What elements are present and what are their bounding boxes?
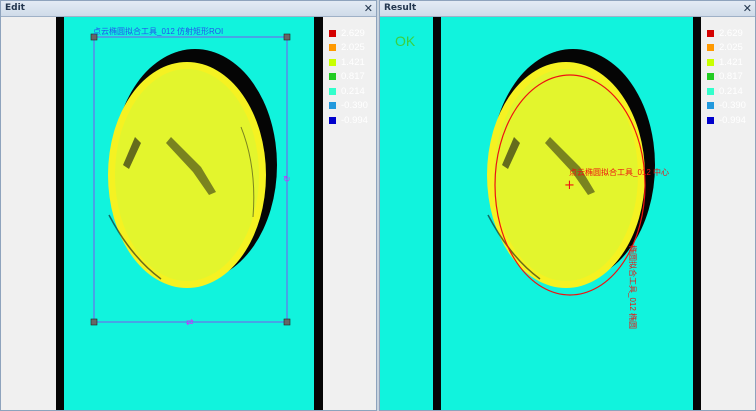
legend-entry: 0.817 (707, 70, 746, 85)
surface-scratch (545, 137, 595, 195)
legend-entry: -0.994 (329, 113, 368, 128)
legend-swatch (329, 73, 336, 81)
result-panel: Result ✕ + OK 点云椭圆拟合工具_012 中心 椭圆拟合工具_012… (379, 0, 756, 411)
legend-value: -0.390 (719, 100, 746, 112)
result-title: Result (384, 3, 417, 13)
legend-value: -0.994 (719, 114, 746, 126)
legend-swatch (329, 102, 336, 110)
legend-swatch (707, 29, 714, 37)
roi-move-icon[interactable]: ⇄ (186, 318, 194, 328)
center-marker-icon: + (564, 178, 575, 193)
status-ok: OK (395, 33, 416, 49)
legend-value: 1.421 (341, 56, 365, 68)
legend-value: -0.994 (341, 114, 368, 126)
left-black-band (56, 17, 64, 410)
roi-rotate-icon[interactable]: ↻ (283, 175, 291, 185)
legend-value: 1.421 (719, 56, 743, 68)
legend-entry: 2.629 (707, 26, 746, 41)
legend-entry: 0.214 (707, 84, 746, 99)
fitted-ellipse (494, 74, 646, 296)
result-color-legend: 2.629 2.025 1.421 0.817 0.214 -0.390 -0.… (707, 26, 746, 128)
legend-value: 2.025 (341, 42, 365, 54)
legend-swatch (707, 58, 714, 66)
legend-entry: 2.025 (707, 41, 746, 56)
edit-color-legend: 2.629 2.025 1.421 0.817 0.214 -0.390 -0.… (329, 26, 368, 128)
surface-scratch (166, 137, 216, 195)
legend-value: 0.817 (341, 71, 365, 83)
edit-point-cloud-image: ↻ ⇄ (56, 17, 323, 410)
right-black-band (693, 17, 701, 410)
legend-entry: -0.994 (707, 113, 746, 128)
surface-scratch (487, 214, 541, 280)
legend-swatch (329, 116, 336, 124)
legend-value: 2.025 (719, 42, 743, 54)
result-close-icon[interactable]: ✕ (742, 2, 752, 15)
legend-swatch (707, 102, 714, 110)
edit-titlebar: Edit ✕ (1, 1, 376, 17)
result-titlebar: Result ✕ (380, 1, 755, 17)
roi-handle-bottom-right[interactable] (283, 318, 291, 326)
ellipse-label: 椭圆拟合工具_012 椭圆 (628, 245, 637, 330)
result-point-cloud-image: + (380, 17, 701, 410)
legend-entry: 1.421 (707, 55, 746, 70)
edit-close-icon[interactable]: ✕ (363, 2, 373, 15)
legend-swatch (329, 87, 336, 95)
legend-entry: 1.421 (329, 55, 368, 70)
legend-entry: -0.390 (329, 99, 368, 114)
legend-value: -0.390 (341, 100, 368, 112)
legend-entry: 2.025 (329, 41, 368, 56)
surface-scratch (108, 214, 162, 280)
legend-value: 0.214 (341, 85, 365, 97)
center-label: 点云椭圆拟合工具_012 中心 (569, 168, 670, 177)
part-surface (115, 69, 259, 281)
roi-handle-top-left[interactable] (90, 33, 98, 41)
legend-value: 2.629 (341, 27, 365, 39)
roi-handle-bottom-left[interactable] (90, 318, 98, 326)
legend-swatch (329, 44, 336, 52)
surface-scratch (240, 126, 255, 218)
legend-value: 2.629 (719, 27, 743, 39)
legend-entry: 0.214 (329, 84, 368, 99)
surface-area-left (380, 17, 433, 410)
edit-viewer[interactable]: ↻ ⇄ 点云椭圆拟合工具_012 仿射矩形ROI 2.629 2.025 1.4… (1, 17, 376, 410)
result-viewer[interactable]: + OK 点云椭圆拟合工具_012 中心 椭圆拟合工具_012 椭圆 2.629… (380, 17, 755, 410)
legend-swatch (329, 58, 336, 66)
legend-swatch (707, 73, 714, 81)
roi-handle-top-right[interactable] (283, 33, 291, 41)
roi-label: 点云椭圆拟合工具_012 仿射矩形ROI (93, 27, 224, 36)
right-black-band (314, 17, 323, 410)
surface-scratch (123, 137, 141, 169)
legend-swatch (707, 116, 714, 124)
legend-swatch (329, 29, 336, 37)
legend-swatch (707, 87, 714, 95)
edit-title: Edit (5, 3, 25, 13)
legend-swatch (707, 44, 714, 52)
legend-entry: -0.390 (707, 99, 746, 114)
edit-panel: Edit ✕ ↻ ⇄ 点云椭圆拟合工具_012 仿射矩形ROI 2.629 2.… (0, 0, 377, 411)
part-surface (494, 69, 638, 281)
legend-entry: 2.629 (329, 26, 368, 41)
legend-value: 0.214 (719, 85, 743, 97)
legend-value: 0.817 (719, 71, 743, 83)
surface-scratch (502, 137, 520, 169)
legend-entry: 0.817 (329, 70, 368, 85)
left-black-band (433, 17, 441, 410)
